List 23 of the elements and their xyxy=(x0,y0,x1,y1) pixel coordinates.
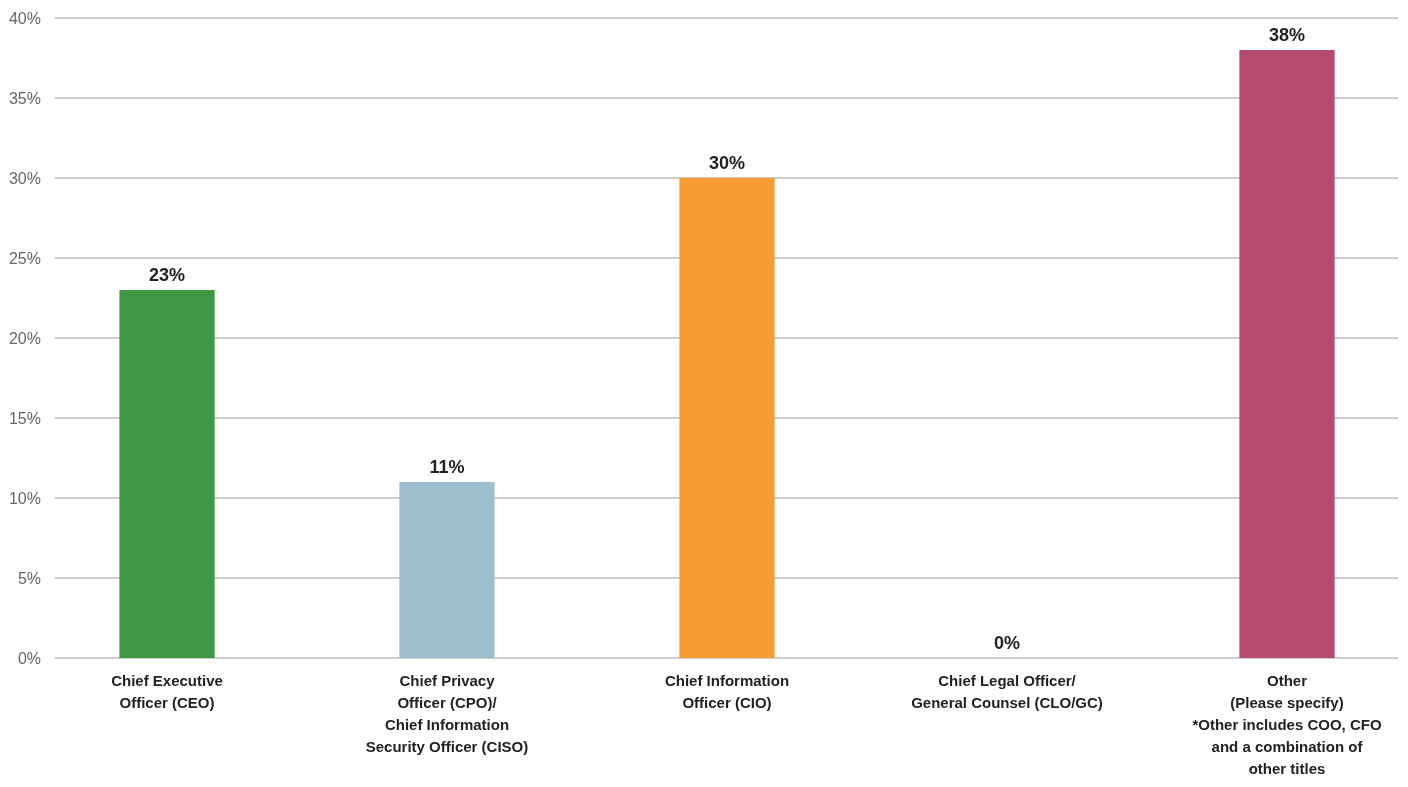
y-tick-label: 25% xyxy=(8,249,41,267)
bar xyxy=(1239,50,1335,658)
x-tick-label: Chief Information Officer (CIO) xyxy=(664,672,790,711)
y-tick-label: 20% xyxy=(8,329,41,347)
bar xyxy=(679,178,775,658)
bar xyxy=(399,482,495,658)
data-label: 0% xyxy=(993,633,1021,653)
bar xyxy=(119,290,215,658)
x-tick-label: Chief Privacy Officer (CPO)/ Chief Information Security Officer (CISO) xyxy=(365,672,529,755)
y-tick-label: 30% xyxy=(8,169,41,187)
x-tick-label: Chief Executive Officer (CEO) xyxy=(111,672,223,711)
y-tick-label: 0% xyxy=(17,649,41,667)
data-label: 38% xyxy=(1268,25,1306,45)
x-tick-label: Chief Legal Officer/ General Counsel (CLO/GC) xyxy=(911,672,1103,711)
x-tick-label: Other (Please specify) *Other includes COO, CFO and a combination of other titles xyxy=(1192,672,1382,777)
data-label: 23% xyxy=(148,265,186,285)
y-tick-label: 40% xyxy=(8,9,41,27)
y-tick-label: 5% xyxy=(17,569,41,587)
data-label: 30% xyxy=(708,153,746,173)
y-tick-label: 15% xyxy=(8,409,41,427)
y-tick-label: 10% xyxy=(8,489,41,507)
y-tick-label: 35% xyxy=(8,89,41,107)
data-label: 11% xyxy=(429,457,465,477)
